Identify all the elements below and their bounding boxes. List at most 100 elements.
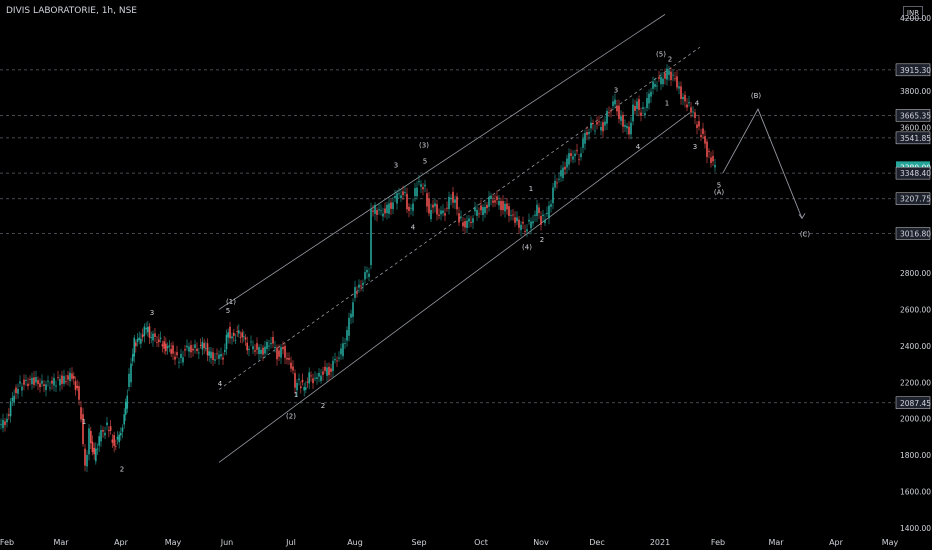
candle-body xyxy=(530,221,532,229)
price-tick-label: 2000.00 xyxy=(900,415,931,424)
candle-body xyxy=(358,284,360,288)
candle-body xyxy=(544,219,546,224)
candle-body xyxy=(574,153,576,157)
candle-body xyxy=(542,214,544,217)
candle-body xyxy=(660,76,662,85)
candle-body xyxy=(522,221,524,224)
candle-body xyxy=(372,210,374,212)
candle-body xyxy=(508,206,510,216)
candle-body xyxy=(556,182,558,184)
candle-body xyxy=(364,272,366,280)
candle-body xyxy=(624,125,626,127)
candle-body xyxy=(123,414,125,425)
candle-body xyxy=(438,214,440,216)
candle-body xyxy=(165,343,167,352)
candle-body xyxy=(686,104,688,108)
candle-body xyxy=(248,349,250,350)
candle-body xyxy=(342,343,344,357)
wave-label: (C) xyxy=(800,231,811,239)
candle-body xyxy=(154,333,156,337)
candle-body xyxy=(294,373,296,388)
wave-label: 5 xyxy=(226,307,230,315)
candle-body xyxy=(678,86,680,89)
candle-body xyxy=(124,401,127,415)
time-tick-label: 2021 xyxy=(650,538,670,547)
price-tick-label: 3665.35 xyxy=(900,111,931,120)
candle-body xyxy=(147,326,149,333)
candle-body xyxy=(584,132,586,144)
candle-body xyxy=(692,111,694,113)
candle-body xyxy=(620,116,622,121)
candle-body xyxy=(190,345,192,353)
candle-body xyxy=(388,203,390,214)
candle-body xyxy=(8,414,10,416)
candle-body xyxy=(276,347,278,360)
candle-body xyxy=(614,99,616,105)
candle-body xyxy=(608,112,610,114)
level-price-badge xyxy=(895,109,931,122)
candle-body xyxy=(121,427,124,432)
candle-body xyxy=(482,206,484,215)
candle-body xyxy=(136,338,139,342)
candle-body xyxy=(73,376,75,379)
candle-body xyxy=(396,193,398,204)
candle-body xyxy=(318,372,320,377)
candle-body xyxy=(418,181,420,183)
candle-body xyxy=(156,342,158,344)
candle-body xyxy=(224,349,226,353)
candle-body xyxy=(392,202,394,210)
wave-label: 4 xyxy=(695,99,700,107)
candle-body xyxy=(664,73,666,79)
candle-body xyxy=(130,363,132,383)
candle-body xyxy=(13,395,15,403)
price-tick-label: 1800.00 xyxy=(900,451,931,460)
candle-body xyxy=(462,222,464,227)
candle-body xyxy=(93,447,95,455)
time-tick-label: Apr xyxy=(114,538,129,547)
candle-body xyxy=(668,70,670,75)
wave-label: 3 xyxy=(394,161,398,169)
candle-body xyxy=(214,359,216,361)
candle-body xyxy=(628,126,630,135)
candle-body xyxy=(602,122,604,132)
wave-label: 1 xyxy=(294,391,298,399)
candle-body xyxy=(648,93,650,104)
candle-body xyxy=(231,336,233,339)
candle-body xyxy=(201,341,204,350)
time-tick-label: Jun xyxy=(220,538,234,547)
candle-body xyxy=(356,292,358,294)
candle-body xyxy=(111,439,114,443)
candle-body xyxy=(706,141,708,157)
candle-body xyxy=(256,343,258,350)
candle-body xyxy=(650,91,652,97)
candle-body xyxy=(586,132,588,135)
candle-body xyxy=(514,217,516,223)
candle-body xyxy=(308,372,310,384)
candle-body xyxy=(170,348,172,354)
candle-body xyxy=(316,377,318,379)
candle-body xyxy=(104,432,106,436)
candle-body xyxy=(480,205,482,211)
candle-body xyxy=(382,213,384,217)
candle-body xyxy=(258,347,260,355)
projection-path xyxy=(722,108,806,220)
candle-body xyxy=(478,213,480,215)
candle-body xyxy=(326,367,328,376)
candle-body xyxy=(468,218,470,222)
candle-body xyxy=(17,389,19,394)
price-tick-label: 4200.00 xyxy=(900,14,931,23)
candle-body xyxy=(310,375,312,377)
currency-button[interactable]: INR xyxy=(903,6,923,19)
candle-body xyxy=(672,74,674,76)
candle-body xyxy=(442,210,444,214)
candle-body xyxy=(296,383,298,391)
candle-body xyxy=(552,187,554,204)
candle-body xyxy=(109,426,112,431)
candle-body xyxy=(432,204,434,208)
candle-body xyxy=(233,332,235,336)
wave-label: 3 xyxy=(614,87,618,95)
candle-body xyxy=(564,166,566,170)
candle-body xyxy=(252,346,254,350)
candle-body xyxy=(688,102,690,104)
